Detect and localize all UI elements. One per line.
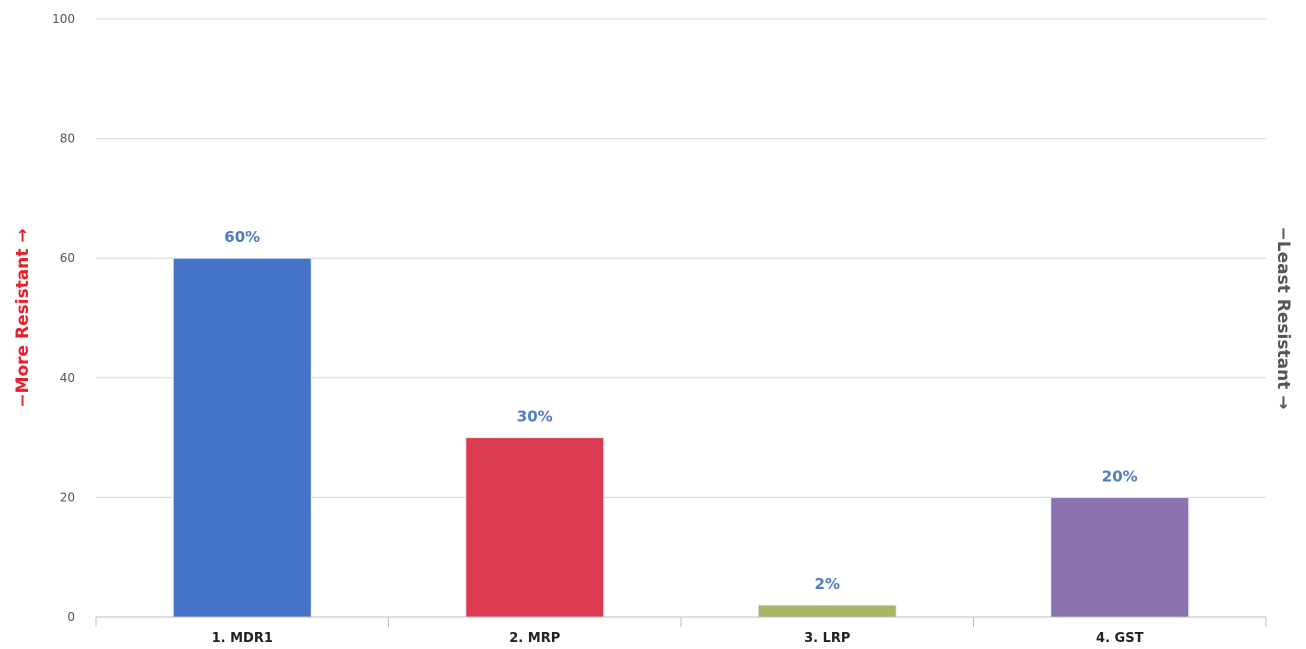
y-tick-labels: 0 20 40 60 80 100 [52, 12, 75, 624]
data-label: 30% [517, 408, 553, 426]
data-labels: 60% 30% 2% 20% [224, 228, 1137, 593]
y-tick-label: 0 [67, 610, 75, 624]
category-label: 2. MRP [509, 631, 560, 646]
y-tick-label: 20 [60, 490, 75, 504]
category-label: 1. MDR1 [212, 631, 273, 646]
category-label: 3. LRP [804, 631, 850, 646]
x-axis [95, 616, 1267, 627]
bars [172, 257, 1190, 618]
bar [465, 437, 605, 618]
bar [1050, 496, 1190, 618]
y-tick-label: 40 [60, 371, 75, 385]
category-label: 4. GST [1096, 631, 1144, 646]
bar [172, 257, 312, 618]
y-axis-label-left: −More Resistant → [13, 228, 33, 407]
y-tick-label: 80 [60, 132, 75, 146]
y-axis-label-right: −Least Resistant → [1273, 227, 1293, 410]
y-tick-label: 100 [52, 12, 75, 26]
data-label: 2% [815, 575, 840, 593]
data-label: 20% [1102, 467, 1138, 485]
data-label: 60% [224, 228, 260, 246]
bar [757, 604, 897, 618]
category-labels: 1. MDR1 2. MRP 3. LRP 4. GST [212, 631, 1144, 646]
y-tick-label: 60 [60, 251, 75, 265]
